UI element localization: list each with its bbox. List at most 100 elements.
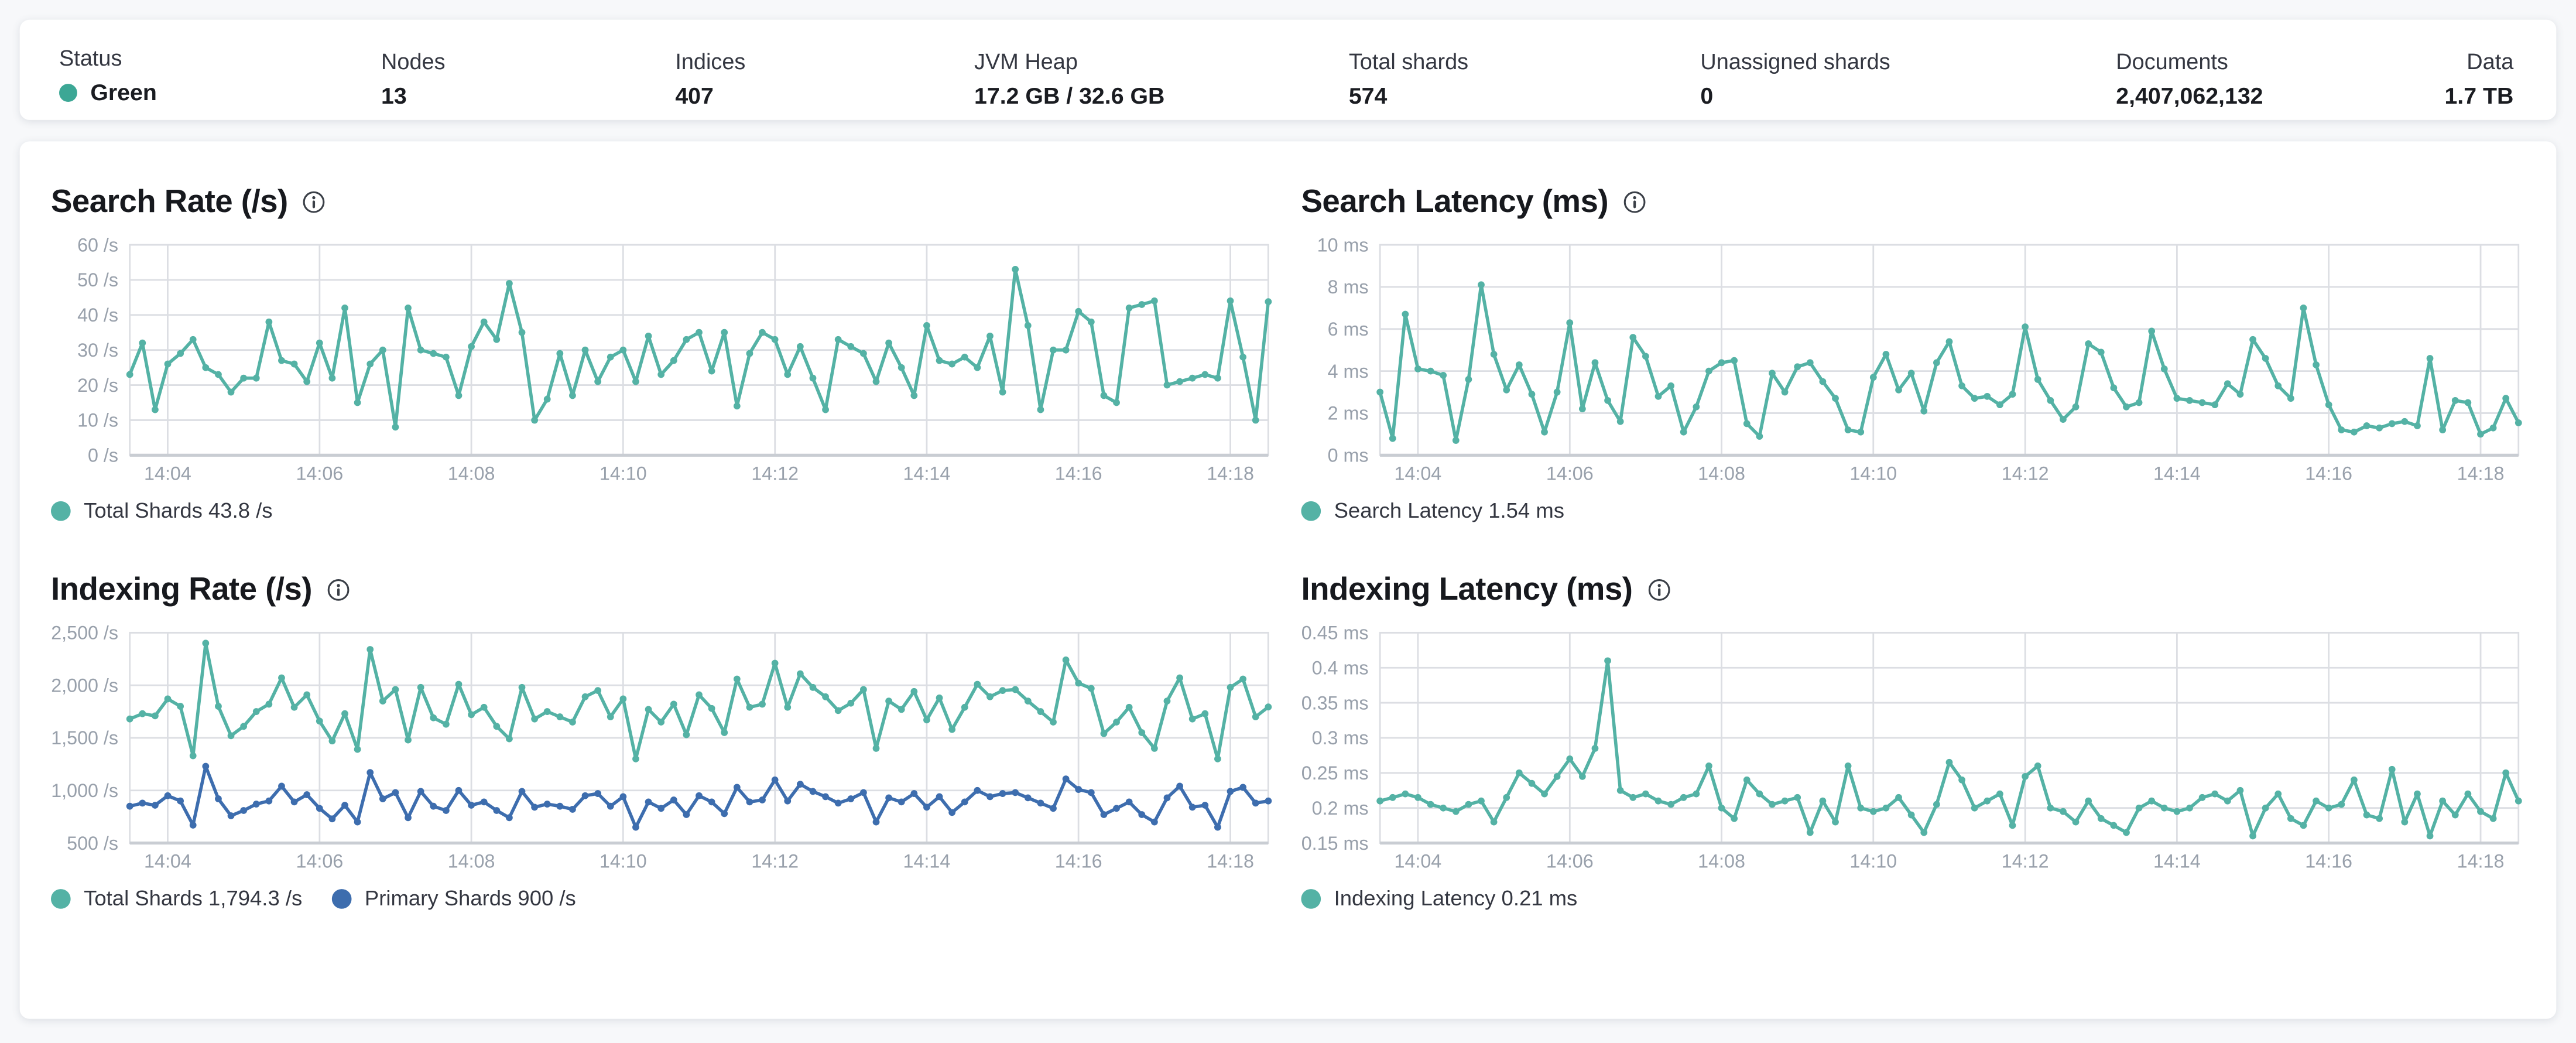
svg-text:0.45 ms: 0.45 ms [1301,624,1369,643]
svg-text:14:04: 14:04 [144,463,191,484]
svg-text:1,500 /s: 1,500 /s [51,727,118,748]
svg-text:14:16: 14:16 [1055,463,1102,484]
indexing-latency-chart[interactable]: 0.15 ms 0.2 ms 0.25 ms 0.3 ms 0.35 ms 0.4 ms 0… [1301,624,2528,874]
legend-label: Search Latency 1.54 ms [1334,498,1564,523]
metric-documents-label: Documents [2116,49,2228,74]
metric-data: Data 1.7 TB [2444,49,2513,108]
legend-label: Total Shards 1,794.3 /s [84,885,303,911]
svg-text:14:10: 14:10 [600,463,647,484]
svg-text:14:10: 14:10 [1849,463,1897,484]
svg-text:50 /s: 50 /s [77,269,118,290]
metric-indices-label: Indices [675,49,746,74]
legend-total-shards[interactable]: Total Shards 1,794.3 /s [50,885,303,911]
cluster-status-bar: Status Green Nodes 13 Indices 407 JVM He… [19,19,2557,120]
metric-total-shards-label: Total shards [1348,49,1469,74]
legend-dot-teal [50,888,71,908]
info-icon[interactable] [303,191,326,214]
svg-text:40 /s: 40 /s [77,305,118,326]
metric-documents-value: 2,407,062,132 [2116,82,2263,109]
panel-search-rate: Search Rate (/s) 0 /s 10 /s 20 /s 30 /s 40 /… [50,184,1278,523]
svg-text:14:06: 14:06 [296,463,343,484]
panel-search-latency: Search Latency (ms) 0 ms 2 ms 4 ms 6 ms 8 ms… [1301,184,2528,522]
svg-text:4 ms: 4 ms [1328,361,1369,382]
metric-jvm-heap: JVM Heap 17.2 GB / 32.6 GB [974,49,1164,108]
svg-text:14:12: 14:12 [751,463,799,484]
svg-text:0.2 ms: 0.2 ms [1312,798,1369,819]
metric-status-label: Status [59,46,122,71]
legend-total-shards[interactable]: Total Shards 43.8 /s [50,498,273,523]
svg-text:14:16: 14:16 [2305,851,2352,872]
svg-text:14:04: 14:04 [1395,851,1442,872]
legend-search-latency[interactable]: Search Latency 1.54 ms [1301,498,1564,522]
metric-status-value: Green [90,78,157,105]
svg-text:14:16: 14:16 [1055,851,1102,872]
svg-text:14:14: 14:14 [903,851,951,872]
svg-text:14:18: 14:18 [2457,463,2505,484]
legend-primary-shards[interactable]: Primary Shards 900 /s [331,885,576,911]
legend-indexing-latency[interactable]: Indexing Latency 0.21 ms [1301,885,1578,911]
svg-text:14:16: 14:16 [2305,463,2352,484]
legend-label: Primary Shards 900 /s [364,885,576,911]
legend-dot-blue [331,888,352,908]
metric-data-value: 1.7 TB [2444,82,2514,109]
svg-text:2,500 /s: 2,500 /s [51,624,118,643]
svg-text:0.25 ms: 0.25 ms [1301,762,1369,784]
svg-text:14:08: 14:08 [448,851,495,872]
search-rate-chart[interactable]: 0 /s 10 /s 20 /s 30 /s 40 /s 50 /s 60 /s 14:04 1… [51,237,1278,487]
svg-text:30 /s: 30 /s [77,340,118,361]
legend-label: Total Shards 43.8 /s [84,498,273,523]
panel-indexing-rate: Indexing Rate (/s) 500 /s 1,000 /s 1,500 /… [50,572,1278,911]
svg-text:14:18: 14:18 [2457,851,2505,872]
svg-text:0.15 ms: 0.15 ms [1301,833,1369,854]
svg-text:14:18: 14:18 [1207,851,1254,872]
info-icon[interactable] [1647,579,1670,601]
search-latency-title: Search Latency (ms) [1301,184,1609,221]
metric-indices-value: 407 [675,82,714,109]
svg-text:1,000 /s: 1,000 /s [51,780,118,801]
svg-text:14:18: 14:18 [1207,463,1254,484]
svg-text:0.4 ms: 0.4 ms [1312,657,1369,678]
metric-status: Status Green [59,46,157,105]
svg-text:14:04: 14:04 [1395,463,1442,484]
metric-unassigned-shards-value: 0 [1700,82,1714,109]
svg-text:14:04: 14:04 [144,851,191,872]
metric-nodes: Nodes 13 [381,49,446,108]
svg-text:14:08: 14:08 [448,463,495,484]
svg-text:14:10: 14:10 [600,851,647,872]
search-latency-chart[interactable]: 0 ms 2 ms 4 ms 6 ms 8 ms 10 ms 14:04 14:06 14:08… [1301,237,2528,487]
search-rate-title: Search Rate (/s) [50,184,288,221]
svg-text:14:12: 14:12 [751,851,799,872]
legend-dot-teal [1301,500,1321,521]
panel-indexing-latency: Indexing Latency (ms) 0.15 ms 0.2 ms 0.25 … [1301,572,2528,911]
svg-text:10 /s: 10 /s [77,410,118,431]
info-icon[interactable] [1623,191,1646,214]
metrics-charts-card: Search Rate (/s) 0 /s 10 /s 20 /s 30 /s 40 /… [19,141,2557,1019]
indexing-latency-title: Indexing Latency (ms) [1301,572,1633,608]
indexing-rate-chart[interactable]: 500 /s 1,000 /s 1,500 /s 2,000 /s 2,500 /s 14… [51,624,1278,874]
metric-data-label: Data [2467,49,2514,74]
metric-jvm-heap-value: 17.2 GB / 32.6 GB [974,82,1165,109]
svg-text:14:08: 14:08 [1698,851,1745,872]
legend-label: Indexing Latency 0.21 ms [1334,885,1578,911]
svg-text:2 ms: 2 ms [1328,403,1369,424]
svg-text:14:06: 14:06 [296,851,343,872]
metric-indices: Indices 407 [675,49,745,108]
svg-text:0 ms: 0 ms [1328,445,1369,466]
metric-total-shards-value: 574 [1348,82,1388,109]
svg-text:14:14: 14:14 [903,463,951,484]
metric-documents: Documents 2,407,062,132 [2116,49,2263,108]
info-icon[interactable] [327,579,350,601]
svg-text:6 ms: 6 ms [1328,319,1369,340]
svg-text:2,000 /s: 2,000 /s [51,675,118,696]
svg-text:14:14: 14:14 [2153,463,2201,484]
svg-text:0.3 ms: 0.3 ms [1312,727,1369,748]
svg-text:14:06: 14:06 [1546,463,1594,484]
status-green-dot [59,83,77,101]
metric-unassigned-shards-label: Unassigned shards [1700,49,1890,74]
svg-text:14:10: 14:10 [1849,851,1897,872]
legend-dot-teal [1301,888,1321,908]
svg-text:60 /s: 60 /s [77,237,118,255]
svg-text:14:12: 14:12 [2002,463,2049,484]
svg-text:14:06: 14:06 [1546,851,1594,872]
